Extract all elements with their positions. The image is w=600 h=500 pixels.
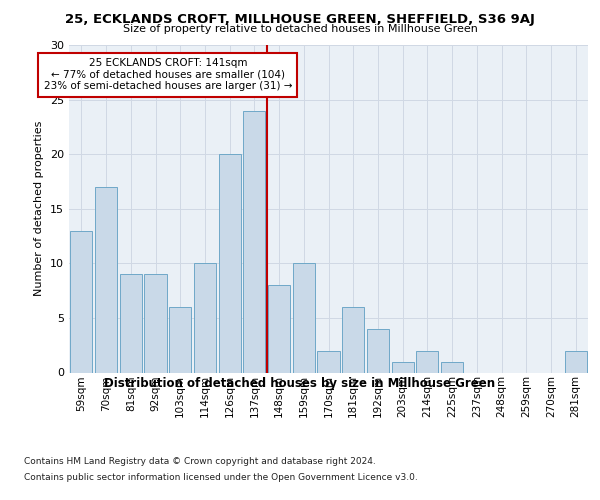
Text: Contains public sector information licensed under the Open Government Licence v3: Contains public sector information licen… (24, 472, 418, 482)
Text: 25 ECKLANDS CROFT: 141sqm
← 77% of detached houses are smaller (104)
23% of semi: 25 ECKLANDS CROFT: 141sqm ← 77% of detac… (44, 58, 292, 92)
Bar (416, 350, 439, 372)
Bar (95, 187, 117, 372)
Bar (243, 110, 265, 372)
Bar (441, 362, 463, 372)
Bar (268, 285, 290, 372)
Bar (218, 154, 241, 372)
Bar (392, 362, 414, 372)
Text: Size of property relative to detached houses in Millhouse Green: Size of property relative to detached ho… (122, 24, 478, 34)
Bar (169, 307, 191, 372)
Bar (145, 274, 167, 372)
Bar (565, 350, 587, 372)
Bar (367, 329, 389, 372)
Bar (317, 350, 340, 372)
Text: Contains HM Land Registry data © Crown copyright and database right 2024.: Contains HM Land Registry data © Crown c… (24, 458, 376, 466)
Bar (119, 274, 142, 372)
Text: Distribution of detached houses by size in Millhouse Green: Distribution of detached houses by size … (104, 378, 496, 390)
Bar (194, 264, 216, 372)
Y-axis label: Number of detached properties: Number of detached properties (34, 121, 44, 296)
Bar (293, 264, 315, 372)
Bar (70, 230, 92, 372)
Bar (342, 307, 364, 372)
Text: 25, ECKLANDS CROFT, MILLHOUSE GREEN, SHEFFIELD, S36 9AJ: 25, ECKLANDS CROFT, MILLHOUSE GREEN, SHE… (65, 12, 535, 26)
